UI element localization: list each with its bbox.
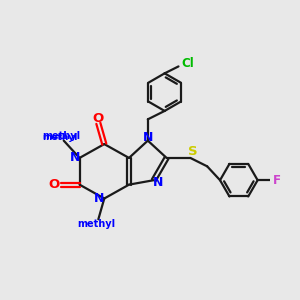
Text: S: S [188,146,198,158]
Text: F: F [273,174,281,187]
Text: methyl: methyl [42,133,77,142]
Text: O: O [92,112,103,125]
Text: Cl: Cl [181,57,194,70]
Text: O: O [49,178,60,191]
Text: N: N [152,176,163,189]
Text: N: N [143,131,154,144]
Text: N: N [94,193,104,206]
Text: N: N [69,151,80,164]
Text: methyl: methyl [77,219,115,229]
Text: methyl: methyl [42,131,80,141]
